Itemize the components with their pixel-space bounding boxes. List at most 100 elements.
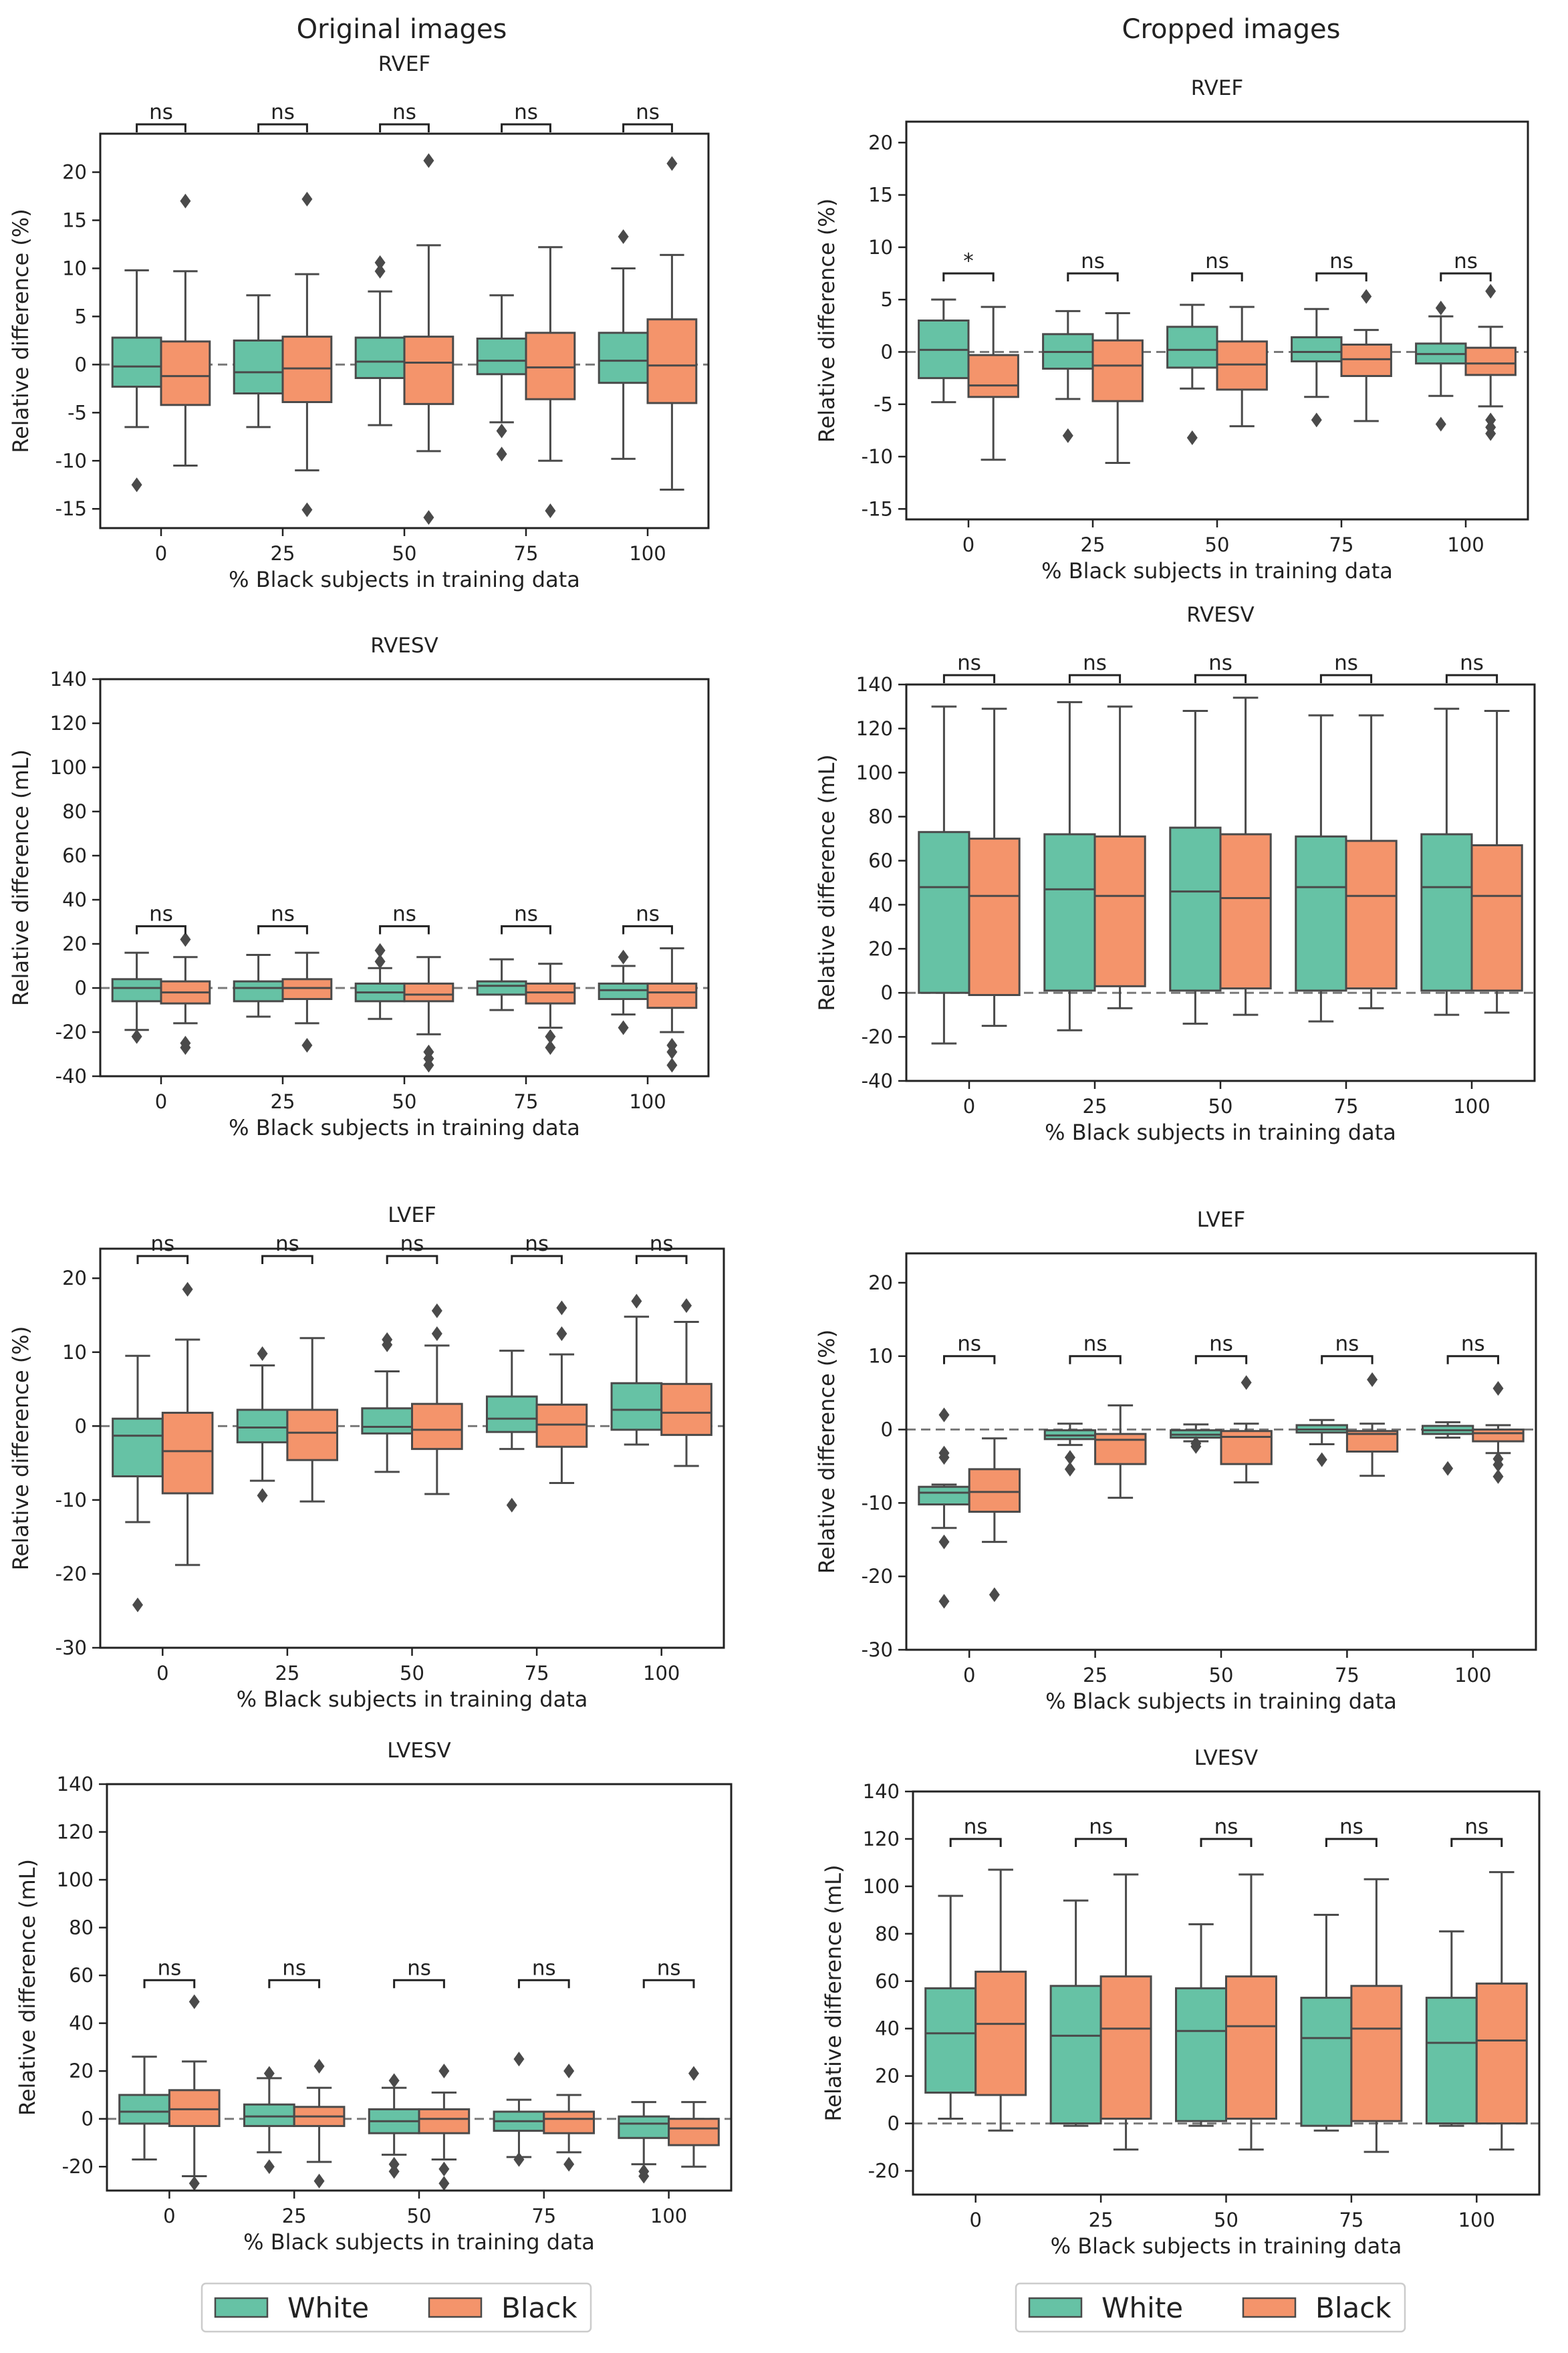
panel-title: RVEF <box>1191 76 1243 100</box>
significance-label: ns <box>400 1232 424 1256</box>
box-white-75 <box>1300 1913 1353 2132</box>
iqr-box <box>610 1382 663 1431</box>
panel-orig-lvesv: LVESV -20 0 20 40 60 80 100 120 140 0 25 50 75 100 % Bl… <box>15 1739 733 2255</box>
box-white-100 <box>1421 1421 1474 1476</box>
box-black-75 <box>535 1300 588 1484</box>
iqr-box <box>1475 1982 1528 2125</box>
box-black-75 <box>543 2064 596 2172</box>
x-tick-label: 0 <box>163 2205 175 2227</box>
y-tick-label: 60 <box>62 844 87 867</box>
significance-bracket <box>501 925 551 935</box>
iqr-box <box>161 1411 214 1495</box>
x-tick-label: 0 <box>963 1095 975 1118</box>
box-black-100 <box>646 156 698 491</box>
iqr-box <box>968 838 1021 997</box>
box-white-100 <box>598 229 649 460</box>
outlier-point <box>666 1058 678 1073</box>
outlier-point <box>666 156 678 171</box>
iqr-box <box>974 1971 1027 2096</box>
outlier-point <box>688 2066 699 2081</box>
outlier-point <box>1485 426 1496 441</box>
iqr-box <box>233 980 284 1003</box>
x-tick-label: 0 <box>962 533 974 556</box>
significance-bracket <box>136 925 186 935</box>
y-axis-label: Relative difference (%) <box>8 1326 33 1570</box>
x-axis-label: % Black subjects in training data <box>1045 1689 1397 1714</box>
box-black-0 <box>168 1994 221 2191</box>
significance-label: ns <box>636 100 660 124</box>
x-tick-label: 0 <box>155 542 167 565</box>
significance-label: ns <box>1083 1332 1107 1356</box>
significance-label: ns <box>1089 1815 1113 1839</box>
box-black-50 <box>1219 697 1272 1016</box>
outlier-point <box>382 1332 393 1347</box>
outlier-point <box>313 2173 325 2189</box>
box-black-50 <box>403 956 454 1073</box>
x-tick-label: 75 <box>1329 533 1354 556</box>
outlier-point <box>618 949 629 965</box>
y-tick-label: -20 <box>868 2160 900 2183</box>
box-white-50 <box>1166 303 1218 445</box>
outlier-point <box>1435 416 1446 432</box>
iqr-box <box>1093 835 1146 987</box>
x-tick-label: 50 <box>392 542 417 565</box>
box-white-75 <box>485 1350 538 1513</box>
outlier-point <box>388 2164 400 2179</box>
box-white-50 <box>368 2073 420 2179</box>
box-white-50 <box>354 255 406 426</box>
y-tick-label: 0 <box>82 2108 94 2130</box>
iqr-box <box>1420 833 1473 992</box>
outlier-point <box>681 1298 692 1314</box>
box-black-0 <box>968 707 1021 1027</box>
iqr-box <box>1472 1429 1525 1443</box>
outlier-point <box>1240 1375 1252 1390</box>
outlier-point <box>263 2159 275 2175</box>
outlier-point <box>301 502 313 517</box>
significance-bracket <box>261 1255 313 1265</box>
outlier-point <box>1311 412 1322 428</box>
significance-label: * <box>963 249 974 273</box>
y-tick-label: -20 <box>862 1565 893 1588</box>
x-tick-label: 100 <box>1458 2209 1495 2231</box>
outlier-point <box>618 229 629 244</box>
panel-title: RVESV <box>370 634 438 658</box>
significance-label: ns <box>1460 651 1484 675</box>
outlier-point <box>1435 300 1446 316</box>
x-tick-label: 100 <box>629 542 666 565</box>
x-tick-label: 75 <box>1335 1664 1359 1687</box>
outlier-point <box>188 2176 200 2191</box>
outlier-point <box>989 1587 1000 1602</box>
iqr-box <box>1166 326 1218 369</box>
y-tick-label: -20 <box>55 1021 87 1043</box>
box-white-50 <box>1170 1423 1222 1454</box>
outlier-point <box>431 1326 442 1342</box>
box-white-75 <box>476 958 527 1011</box>
x-tick-label: 75 <box>514 1090 539 1113</box>
iqr-box <box>476 980 527 996</box>
panel-orig-rvesv: RVESV -40 -20 0 20 40 60 80 100 120 140 0 25 50 75 100%… <box>8 634 710 1140</box>
box-white-100 <box>1420 707 1473 1016</box>
significance-label: ns <box>964 1815 988 1839</box>
significance-label: ns <box>392 902 416 926</box>
y-tick-label: 80 <box>875 1923 900 1945</box>
box-black-0 <box>160 932 211 1056</box>
significance-label: ns <box>392 100 416 124</box>
significance-bracket <box>1191 272 1243 282</box>
box-black-50 <box>411 1303 463 1495</box>
iqr-box <box>668 2118 720 2146</box>
outlier-point <box>131 1029 142 1044</box>
iqr-box <box>168 2089 221 2127</box>
y-axis-label: Relative difference (mL) <box>15 1859 40 2116</box>
y-tick-label: 140 <box>863 1780 900 1803</box>
box-black-0 <box>161 1281 214 1566</box>
box-black-25 <box>1094 1404 1147 1499</box>
column-title-cropped: Cropped images <box>1122 14 1341 45</box>
iqr-box <box>403 336 454 405</box>
box-white-50 <box>1175 1923 1228 2127</box>
box-black-25 <box>293 2059 346 2189</box>
outlier-point <box>1492 1457 1504 1473</box>
outlier-point <box>556 1300 567 1316</box>
y-tick-label: 140 <box>50 668 87 691</box>
iqr-box <box>233 339 284 395</box>
